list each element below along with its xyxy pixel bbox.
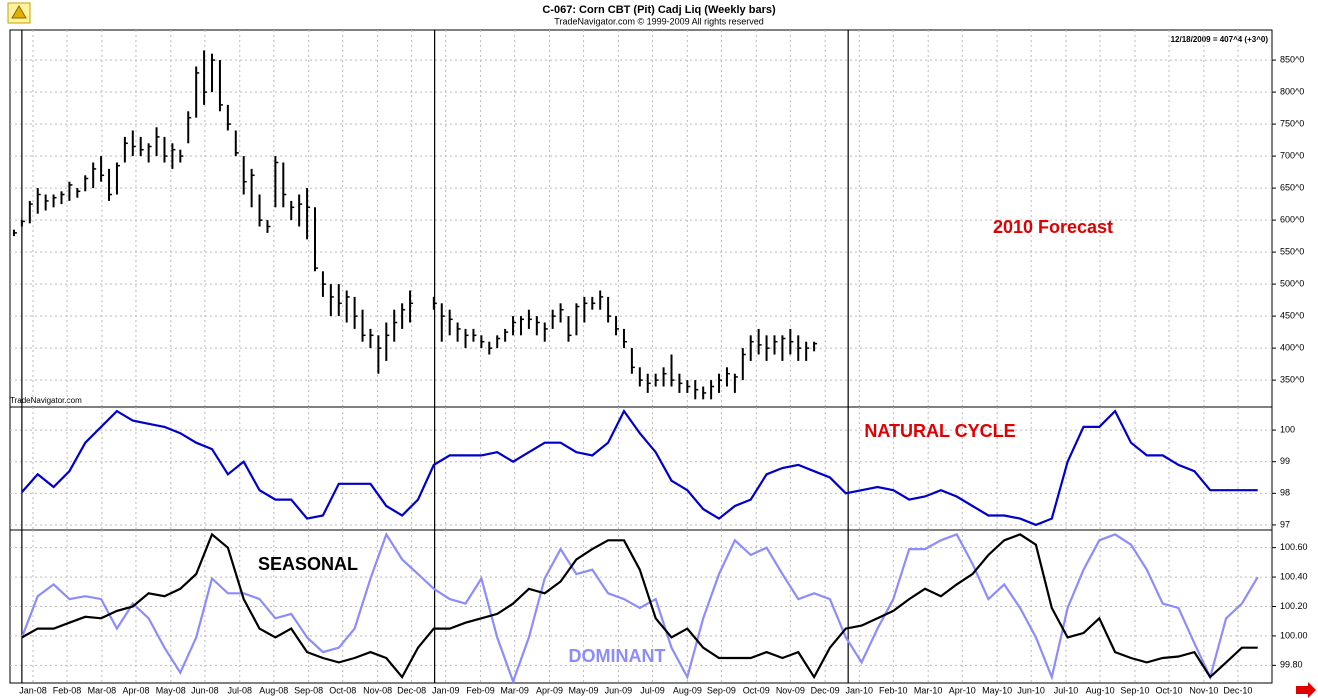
x-tick-label: Oct-10 — [1156, 685, 1183, 695]
y-tick-label: 850^0 — [1280, 54, 1304, 64]
x-tick-label: Jan-08 — [19, 685, 47, 695]
x-tick-label: Dec-10 — [1223, 685, 1252, 695]
y-tick-label: 400^0 — [1280, 342, 1304, 352]
x-tick-label: Nov-10 — [1189, 685, 1218, 695]
x-tick-label: Jun-10 — [1017, 685, 1045, 695]
x-tick-label: Jun-09 — [605, 685, 633, 695]
y-tick-label: 100.40 — [1280, 571, 1308, 581]
last-quote: 12/18/2009 = 407^4 (+3^0) — [1171, 35, 1269, 44]
y-tick-label: 550^0 — [1280, 246, 1304, 256]
y-tick-label: 99 — [1280, 456, 1290, 466]
x-tick-label: Jun-08 — [191, 685, 219, 695]
x-tick-label: Apr-10 — [949, 685, 976, 695]
x-tick-label: May-10 — [982, 685, 1012, 695]
x-tick-label: Apr-09 — [536, 685, 563, 695]
x-tick-label: Apr-08 — [122, 685, 149, 695]
x-tick-label: Sep-09 — [707, 685, 736, 695]
x-tick-label: Feb-08 — [53, 685, 82, 695]
x-tick-label: Feb-09 — [466, 685, 495, 695]
line-series — [21, 408, 1258, 527]
line-series — [21, 532, 1258, 680]
price-bars — [12, 50, 818, 400]
y-tick-label: 450^0 — [1280, 310, 1304, 320]
x-tick-label: Jan-09 — [432, 685, 460, 695]
annotation: SEASONAL — [258, 554, 358, 574]
x-tick-label: Mar-08 — [88, 685, 117, 695]
x-tick-label: Mar-09 — [500, 685, 529, 695]
x-tick-label: Sep-08 — [294, 685, 323, 695]
x-tick-label: Oct-08 — [329, 685, 356, 695]
y-tick-label: 100.00 — [1280, 630, 1308, 640]
y-tick-label: 99.80 — [1280, 660, 1303, 670]
y-tick-label: 800^0 — [1280, 86, 1304, 96]
x-tick-label: Jul-10 — [1054, 685, 1079, 695]
y-tick-label: 100 — [1280, 424, 1295, 434]
y-tick-label: 100.20 — [1280, 601, 1308, 611]
x-tick-label: May-08 — [156, 685, 186, 695]
y-tick-label: 650^0 — [1280, 182, 1304, 192]
chart-subtitle: TradeNavigator.com © 1999-2009 All right… — [554, 16, 763, 26]
x-tick-label: Feb-10 — [879, 685, 908, 695]
scroll-arrow[interactable] — [1296, 682, 1316, 698]
x-tick-label: Nov-09 — [776, 685, 805, 695]
x-tick-label: Jan-10 — [845, 685, 873, 695]
x-tick-label: Dec-08 — [397, 685, 426, 695]
y-tick-label: 100.60 — [1280, 542, 1308, 552]
annotation: NATURAL CYCLE — [864, 421, 1015, 441]
x-tick-label: Aug-09 — [673, 685, 702, 695]
x-tick-label: Oct-09 — [743, 685, 770, 695]
x-tick-label: Jul-09 — [640, 685, 665, 695]
x-tick-label: May-09 — [569, 685, 599, 695]
x-tick-label: Jul-08 — [227, 685, 252, 695]
y-tick-label: 700^0 — [1280, 150, 1304, 160]
y-tick-label: 750^0 — [1280, 118, 1304, 128]
y-tick-label: 97 — [1280, 519, 1290, 529]
y-tick-label: 600^0 — [1280, 214, 1304, 224]
x-tick-label: Sep-10 — [1120, 685, 1149, 695]
x-tick-label: Nov-08 — [363, 685, 392, 695]
annotation: DOMINANT — [569, 646, 666, 666]
annotation: 2010 Forecast — [993, 217, 1113, 237]
x-tick-label: Dec-09 — [811, 685, 840, 695]
line-series — [20, 531, 1259, 685]
y-tick-label: 350^0 — [1280, 374, 1304, 384]
x-tick-label: Mar-10 — [914, 685, 943, 695]
x-tick-label: Aug-08 — [259, 685, 288, 695]
x-tick-label: Aug-10 — [1086, 685, 1115, 695]
y-tick-label: 500^0 — [1280, 278, 1304, 288]
y-tick-label: 98 — [1280, 488, 1290, 498]
app-icon — [7, 2, 31, 24]
chart-title: C-067: Corn CBT (Pit) Cadj Liq (Weekly b… — [542, 4, 776, 16]
watermark: TradeNavigator.com — [10, 396, 82, 405]
